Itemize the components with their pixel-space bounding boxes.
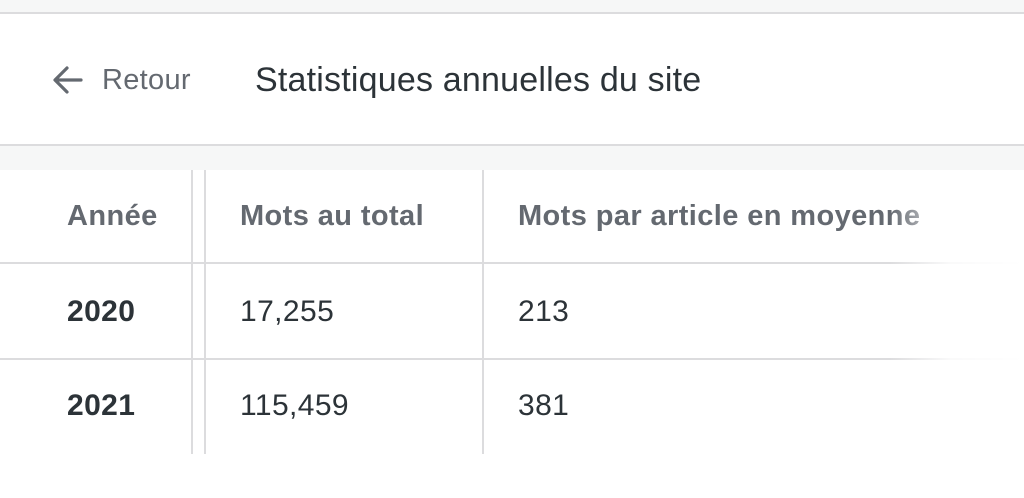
column-header-avg-words[interactable]: Mots par article en moyenne bbox=[518, 200, 921, 232]
sticky-column-divider bbox=[204, 170, 206, 454]
row-year: 2021 bbox=[67, 389, 136, 422]
column-header-total-words[interactable]: Mots au total bbox=[240, 200, 425, 232]
arrow-left-icon bbox=[50, 62, 86, 98]
table-row: 2021 115,459 381 bbox=[0, 360, 1024, 454]
back-label: Retour bbox=[102, 63, 191, 96]
top-divider-strip bbox=[0, 0, 1024, 14]
row-avg-words: 381 bbox=[518, 389, 570, 422]
column-header-year[interactable]: Année bbox=[67, 200, 158, 232]
row-avg-words: 213 bbox=[518, 295, 570, 328]
table-row: 2020 17,255 213 bbox=[0, 266, 1024, 360]
section-divider-strip bbox=[0, 144, 1024, 172]
row-total-words: 115,459 bbox=[240, 389, 350, 422]
row-year: 2020 bbox=[67, 295, 136, 328]
page-header: Retour Statistiques annuelles du site bbox=[0, 14, 1024, 144]
back-button[interactable]: Retour bbox=[50, 58, 191, 102]
column-divider bbox=[482, 170, 484, 454]
sticky-column-divider bbox=[191, 170, 193, 454]
table-header-row: Année Mots au total Mots par article en … bbox=[0, 170, 1024, 264]
row-total-words: 17,255 bbox=[240, 295, 335, 328]
page-title: Statistiques annuelles du site bbox=[255, 61, 702, 99]
stats-table: Année Mots au total Mots par article en … bbox=[0, 170, 1024, 454]
